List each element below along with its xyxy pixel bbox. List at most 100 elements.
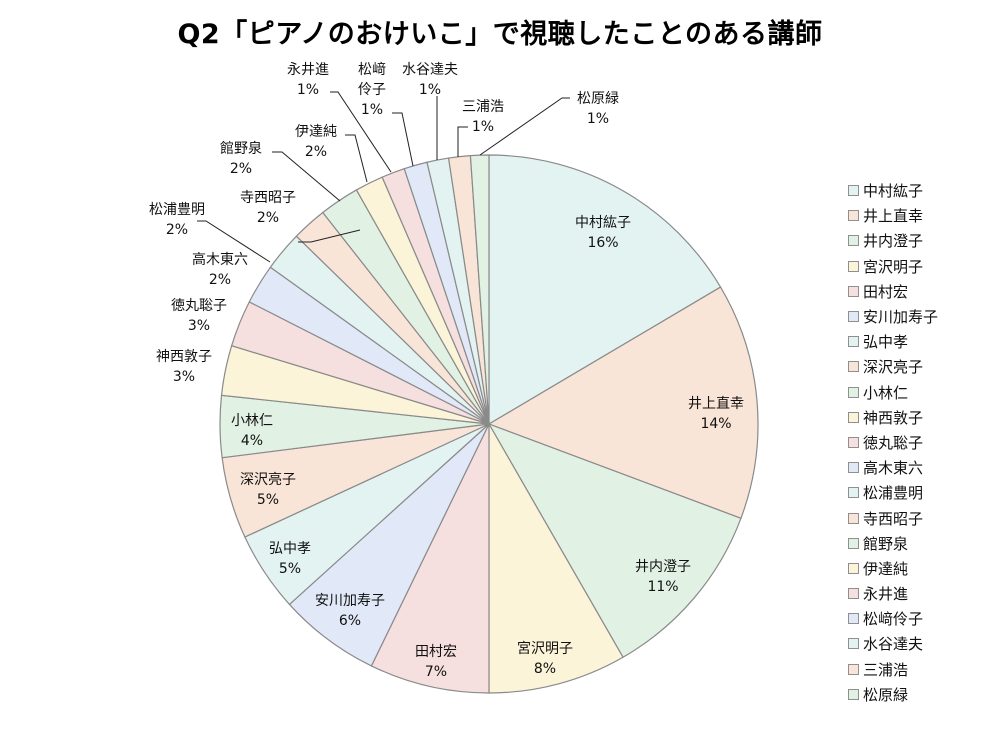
legend-label: 井上直幸 <box>863 207 924 226</box>
legend-label: 水谷達夫 <box>863 635 924 654</box>
slice-label: 館野泉 2% <box>220 140 262 177</box>
pie-slice <box>469 154 490 425</box>
slice-label: 松﨑伶子 1% <box>358 62 386 118</box>
slice-label: 水谷達夫 1% <box>402 62 458 98</box>
legend-item: 井内澄子 <box>848 228 998 253</box>
pie-slice <box>487 286 759 520</box>
legend-swatch-icon <box>848 487 859 499</box>
legend-item: 安川加寿子 <box>848 304 998 329</box>
legend-label: 松﨑伶子 <box>863 610 924 629</box>
legend-item: 三浦浩 <box>848 657 998 682</box>
legend-item: 松原緑 <box>848 682 998 707</box>
legend-item: 徳丸聡子 <box>848 430 998 455</box>
legend-swatch-icon <box>848 436 859 448</box>
legend-label: 深沢亮子 <box>863 358 924 377</box>
slice-label: 深沢亮子 5% <box>240 471 296 508</box>
legend-swatch-icon <box>848 361 859 373</box>
legend-swatch-icon <box>848 336 859 348</box>
slice-label: 弘中孝 5% <box>269 541 311 577</box>
leader-lines <box>197 91 570 263</box>
legend-item: 中村紘子 <box>848 178 998 203</box>
legend-swatch-icon <box>848 613 859 625</box>
legend-swatch-icon <box>848 562 859 574</box>
legend-item: 永井進 <box>848 581 998 606</box>
leader-line <box>272 151 341 202</box>
legend-label: 徳丸聡子 <box>863 433 924 452</box>
legend-label: 神西敦子 <box>863 408 924 427</box>
slice-label: 伊達純 2% <box>295 124 337 160</box>
legend-item: 深沢亮子 <box>848 354 998 379</box>
legend-label: 田村宏 <box>863 282 909 301</box>
legend-item: 高木東六 <box>848 455 998 480</box>
slice-labels: 中村紘子 16% 井上直幸 14% 井内澄子 11% 宮沢明子 8% 田村宏 7% 安川加寿子 6%弘… <box>149 62 744 680</box>
pie-slice <box>488 154 722 426</box>
legend-item: 井上直幸 <box>848 203 998 228</box>
leader-line <box>457 126 468 157</box>
slice-label: 徳丸聡子 3% <box>171 298 227 334</box>
slice-label: 安川加寿子 6% <box>315 592 385 629</box>
pie-slices <box>219 154 759 694</box>
legend-label: 中村紘子 <box>863 182 924 201</box>
legend-label: 小林仁 <box>863 383 909 402</box>
slice-label: 井内澄子 11% <box>635 559 691 595</box>
legend-label: 井内澄子 <box>863 232 924 251</box>
legend-label: 松原緑 <box>863 685 909 704</box>
legend-item: 田村宏 <box>848 279 998 304</box>
legend-label: 高木東六 <box>863 459 924 478</box>
pie-slice <box>487 422 742 659</box>
legend-item: 宮沢明子 <box>848 254 998 279</box>
legend-item: 小林仁 <box>848 380 998 405</box>
legend-label: 館野泉 <box>863 534 909 553</box>
legend-swatch-icon <box>848 386 859 398</box>
leader-line <box>345 134 368 183</box>
slice-label: 小林仁 4% <box>231 413 273 449</box>
slice-label: 高木東六 2% <box>192 251 248 288</box>
slice-label: 三浦浩 1% <box>462 99 504 135</box>
legend-swatch-icon <box>848 688 859 700</box>
legend-label: 伊達純 <box>863 559 909 578</box>
legend-swatch-icon <box>848 260 859 272</box>
legend-swatch-icon <box>848 462 859 474</box>
legend-swatch-icon <box>848 537 859 549</box>
legend-swatch-icon <box>848 311 859 323</box>
leader-line <box>392 112 414 167</box>
slice-label: 神西敦子 3% <box>156 349 212 385</box>
legend-label: 安川加寿子 <box>863 308 939 327</box>
pie-slice <box>370 423 490 694</box>
leader-line <box>197 220 271 263</box>
leader-line <box>479 97 570 156</box>
legend-swatch-icon <box>848 638 859 650</box>
legend-swatch-icon <box>848 512 859 524</box>
legend-item: 松浦豊明 <box>848 480 998 505</box>
chart-legend: 中村紘子井上直幸井内澄子宮沢明子田村宏安川加寿子弘中孝深沢亮子小林仁神西敦子徳丸… <box>848 178 998 707</box>
slice-label: 松浦豊明 2% <box>149 202 205 238</box>
legend-label: 三浦浩 <box>863 660 909 679</box>
slice-label: 寺西昭子 2% <box>240 190 296 226</box>
slice-label: 中村紘子 16% <box>575 215 631 251</box>
legend-swatch-icon <box>848 235 859 247</box>
legend-item: 水谷達夫 <box>848 631 998 656</box>
leader-line <box>298 229 361 243</box>
pie-slice <box>488 421 624 694</box>
legend-item: 松﨑伶子 <box>848 606 998 631</box>
legend-item: 館野泉 <box>848 531 998 556</box>
chart-title: Q2「ピアノのおけいこ」で視聴したことのある講師 <box>177 19 823 50</box>
legend-label: 弘中孝 <box>863 333 909 352</box>
legend-label: 寺西昭子 <box>863 509 924 528</box>
legend-item: 寺西昭子 <box>848 505 998 530</box>
slice-label: 松原緑 1% <box>577 91 619 127</box>
legend-swatch-icon <box>848 210 859 222</box>
slice-label: 宮沢明子 8% <box>517 641 573 677</box>
legend-swatch-icon <box>848 411 859 423</box>
legend-label: 宮沢明子 <box>863 257 924 276</box>
slice-label: 田村宏 7% <box>415 644 457 680</box>
legend-swatch-icon <box>848 663 859 675</box>
legend-item: 神西敦子 <box>848 405 998 430</box>
legend-item: 伊達純 <box>848 556 998 581</box>
leader-line <box>330 91 392 173</box>
legend-label: 永井進 <box>863 585 909 604</box>
legend-swatch-icon <box>848 185 859 197</box>
slice-label: 井上直幸 14% <box>688 395 744 432</box>
legend-swatch-icon <box>848 588 859 600</box>
slice-label: 永井進 1% <box>287 62 329 98</box>
